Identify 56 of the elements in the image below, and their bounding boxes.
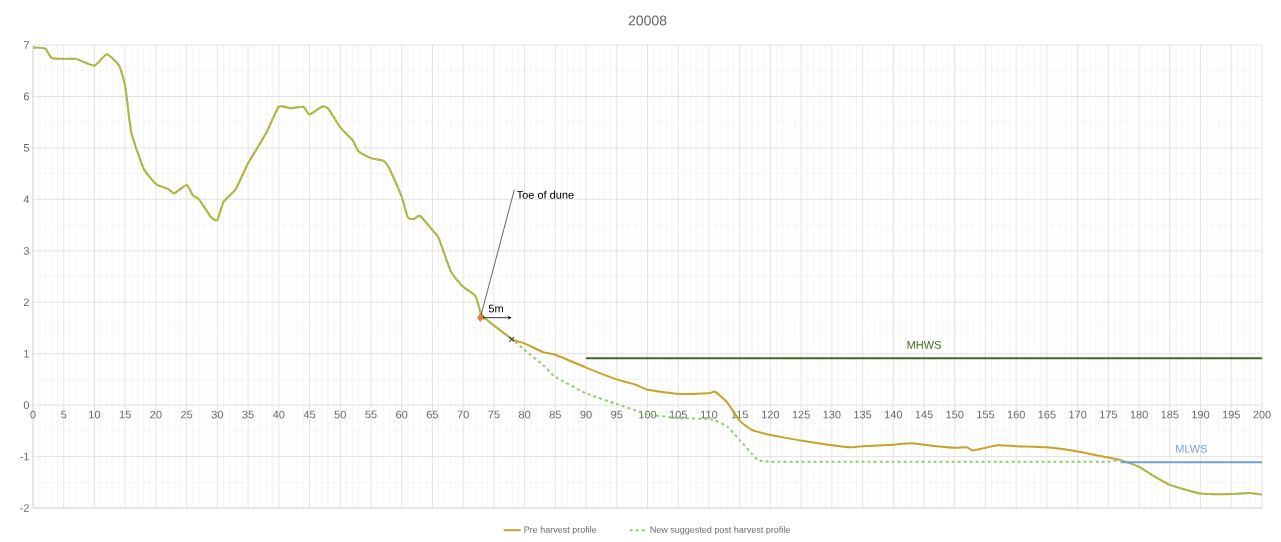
x-tick-label: 55 — [365, 410, 377, 419]
x-tick-label: 170 — [1069, 410, 1087, 419]
x-tick-label: 40 — [272, 410, 285, 419]
x-tick-label: 5 — [61, 410, 67, 419]
x-tick-label: 20 — [150, 410, 162, 419]
x-tick-label: 70 — [457, 410, 469, 419]
x-tick-label: 0 — [30, 410, 36, 419]
x-tick-label: 90 — [580, 410, 592, 419]
series-label: MLWS — [1176, 444, 1207, 453]
x-tick-label: 110 — [701, 410, 718, 419]
x-tick-label: 150 — [946, 410, 964, 419]
annotation: 5m — [488, 304, 503, 313]
x-tick-label: 190 — [1192, 410, 1210, 419]
x-tick-label: 85 — [549, 410, 561, 419]
x-tick-label: 75 — [488, 410, 500, 419]
x-tick-label: 135 — [854, 410, 872, 419]
annotation: Toe of dune — [516, 190, 574, 199]
y-tick-label: 4 — [23, 195, 30, 204]
x-tick-label: 145 — [915, 410, 933, 419]
x-tick-label: 175 — [1100, 410, 1118, 419]
y-tick-label: 3 — [23, 246, 29, 255]
x-tick-label: 10 — [89, 410, 101, 419]
chart-title: 20008 — [628, 15, 667, 26]
x-tick-label: 80 — [518, 410, 531, 419]
y-tick-label: 1 — [24, 349, 29, 358]
y-tick-label: 5 — [23, 144, 29, 152]
y-tick-label: 6 — [23, 92, 29, 101]
x-tick-label: 125 — [792, 410, 810, 419]
x-tick-label: 120 — [762, 410, 780, 419]
x-tick-label: 185 — [1161, 410, 1179, 419]
x-tick-label: 160 — [1007, 410, 1025, 419]
x-tick-label: 105 — [669, 410, 687, 419]
legend-label: New suggested post harvest profile — [650, 526, 790, 535]
series-label: MHWS — [907, 340, 941, 349]
x-tick-label: 140 — [884, 410, 903, 419]
x-tick-label: 130 — [823, 410, 841, 419]
x-tick-label: 95 — [611, 410, 623, 419]
x-tick-label: 50 — [334, 410, 346, 419]
y-tick-label: -1 — [20, 452, 29, 461]
x-tick-label: 35 — [242, 410, 254, 419]
y-tick-label: 2 — [23, 298, 29, 307]
x-tick-label: 65 — [426, 410, 439, 419]
y-tick-label: 7 — [23, 41, 29, 49]
x-tick-label: 195 — [1222, 410, 1240, 419]
x-tick-label: 15 — [119, 410, 131, 419]
x-tick-label: 180 — [1130, 410, 1148, 419]
x-tick-label: 60 — [396, 410, 408, 419]
x-tick-label: 45 — [303, 410, 316, 419]
x-tick-label: 25 — [181, 410, 193, 419]
x-tick-label: 155 — [977, 410, 995, 419]
x-tick-label: 165 — [1038, 410, 1056, 419]
x-tick-label: 200 — [1253, 410, 1271, 419]
x-tick-label: 30 — [211, 410, 224, 419]
y-tick-label: 0 — [23, 401, 30, 410]
legend-label: Pre harvest profile — [524, 526, 597, 535]
y-tick-label: -2 — [20, 504, 29, 512]
